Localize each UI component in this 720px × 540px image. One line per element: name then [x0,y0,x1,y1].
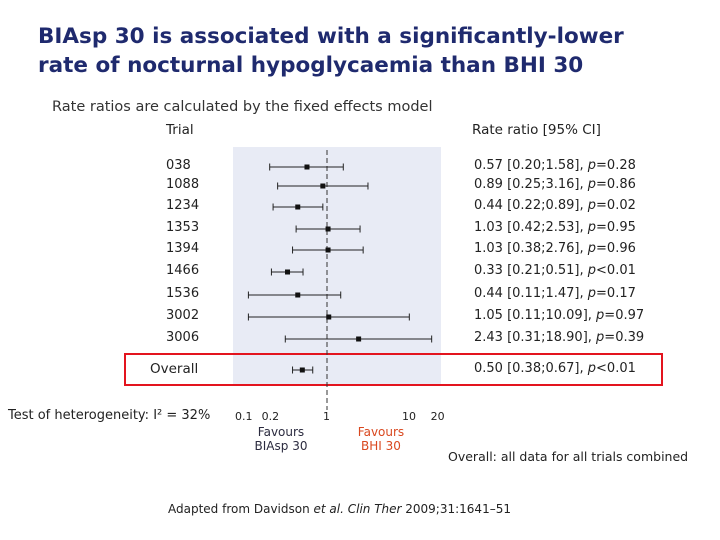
p-label: p [587,241,597,256]
ci-value: 1.03 [0.38;2.76], [474,241,588,256]
rate-ratio-1536: 0.44 [0.11;1.47], p=0.17 [474,286,636,301]
x-tick-0.1: 0.1 [235,410,253,423]
header-rate-ratio: Rate ratio [95% CI] [472,122,601,138]
overall-note: Overall: all data for all trials combine… [448,449,689,464]
trial-id: 3002 [166,308,200,323]
overall-label: Overall [150,361,198,377]
plot-background [233,147,441,385]
rate-ratio-1394: 1.03 [0.38;2.76], p=0.96 [474,241,636,256]
favours-biasp-line2: BIAsp 30 [254,439,308,453]
header-trial: Trial [166,122,194,138]
p-label: p [587,198,597,213]
trial-id: 3006 [166,330,200,345]
rate-ratio-1466: 0.33 [0.21;0.51], p<0.01 [474,263,636,278]
trial-label-3002: 3002 [166,308,199,323]
favours-bhi-label: Favours BHI 30 [350,425,412,453]
p-value: =0.86 [596,177,636,192]
p-value: <0.01 [596,263,636,278]
ci-value: 1.05 [0.11;10.09], [474,308,597,323]
trial-id: 1234 [166,198,200,213]
trial-id: 1088 [166,177,200,192]
ci-value: 1.03 [0.42;2.53], [474,220,588,235]
p-label: p [587,158,597,173]
rate-ratio-1353: 1.03 [0.42;2.53], p=0.95 [474,220,636,235]
x-tick-1: 1 [323,410,330,423]
trial-label-1394: 1394 [166,241,199,256]
trial-label-1234: 1234 [166,198,199,213]
title-line-2: rate of nocturnal hypoglycaemia than BHI… [38,53,584,78]
title-line-1: BIAsp 30 is associated with a significan… [38,24,624,49]
subtitle: Rate ratios are calculated by the fixed … [52,99,433,115]
trial-1536-point-estimate [295,292,301,298]
overall-rate-ratio: 0.50 [0.38;0.67], p<0.01 [474,361,636,376]
trial-id: 1353 [166,220,200,235]
ci-value: 0.89 [0.25;3.16], [474,177,588,192]
trial-038-point-estimate [304,164,310,170]
trial-3002-point-estimate [326,314,332,320]
trial-id: 1536 [166,286,200,301]
rate-ratio-038: 0.57 [0.20;1.58], p=0.28 [474,158,636,173]
favours-bhi-line1: Favours [357,425,405,439]
trial-label-1088: 1088 [166,177,199,192]
overall-point-estimate [299,367,305,373]
p-value: =0.39 [604,330,645,345]
source-journal: et al. Clin Ther [313,502,402,516]
favours-biasp-line1: Favours [257,425,305,439]
trial-1088-point-estimate [320,183,326,189]
p-value: =0.02 [596,198,636,213]
rate-ratio-1088: 0.89 [0.25;3.16], p=0.86 [474,177,636,192]
x-tick-10: 10 [402,410,416,423]
trial-label-1353: 1353 [166,220,199,235]
rate-ratio-3002: 1.05 [0.11;10.09], p=0.97 [474,308,644,323]
ci-value: 0.33 [0.21;0.51], [474,263,588,278]
overall-text: Overall [150,361,199,377]
rate-ratio-3006: 2.43 [0.31;18.90], p=0.39 [474,330,644,345]
p-label: p [587,177,597,192]
favours-biasp-label: Favours BIAsp 30 [250,425,312,453]
p-label: p [587,263,597,278]
trial-label-038: 038 [166,158,191,173]
source-prefix: Adapted from Davidson [168,502,314,516]
slide-title: BIAsp 30 is associated with a significan… [38,22,708,80]
heterogeneity-test: Test of heterogeneity: I² = 32% [8,408,211,423]
trial-id: 038 [166,158,191,173]
ci-value: 0.57 [0.20;1.58], [474,158,588,173]
trial-label-1536: 1536 [166,286,199,301]
trial-1353-point-estimate [325,226,331,232]
trial-3006-point-estimate [356,336,362,342]
ci-value: 0.44 [0.22;0.89], [474,198,588,213]
p-value: <0.01 [596,361,636,376]
trial-label-1466: 1466 [166,263,199,278]
rate-ratio-1234: 0.44 [0.22;0.89], p=0.02 [474,198,636,213]
x-tick-20: 20 [430,410,445,423]
trial-id: 1466 [166,263,200,278]
trial-id: 1394 [166,241,200,256]
p-value: =0.97 [604,308,645,323]
p-label: p [587,361,597,376]
trial-label-3006: 3006 [166,330,199,345]
p-label: p [587,220,597,235]
source-citation: Adapted from Davidson et al. Clin Ther 2… [168,502,511,516]
ci-value: 0.44 [0.11;1.47], [474,286,588,301]
x-tick-0.2: 0.2 [261,410,280,423]
p-label: p [587,286,597,301]
p-label: p [596,308,605,323]
ci-value: 2.43 [0.31;18.90], [474,330,597,345]
trial-1234-point-estimate [295,204,301,210]
source-suffix: 2009;31:1641–51 [401,502,511,516]
p-value: =0.28 [596,158,636,173]
ci-value: 0.50 [0.38;0.67], [474,361,588,376]
p-label: p [596,330,605,345]
trial-1394-point-estimate [325,247,331,253]
trial-1466-point-estimate [285,269,291,275]
p-value: =0.96 [596,241,636,256]
p-value: =0.95 [596,220,636,235]
p-value: =0.17 [596,286,636,301]
favours-bhi-line2: BHI 30 [361,439,401,453]
overall-highlight-box [124,353,663,386]
